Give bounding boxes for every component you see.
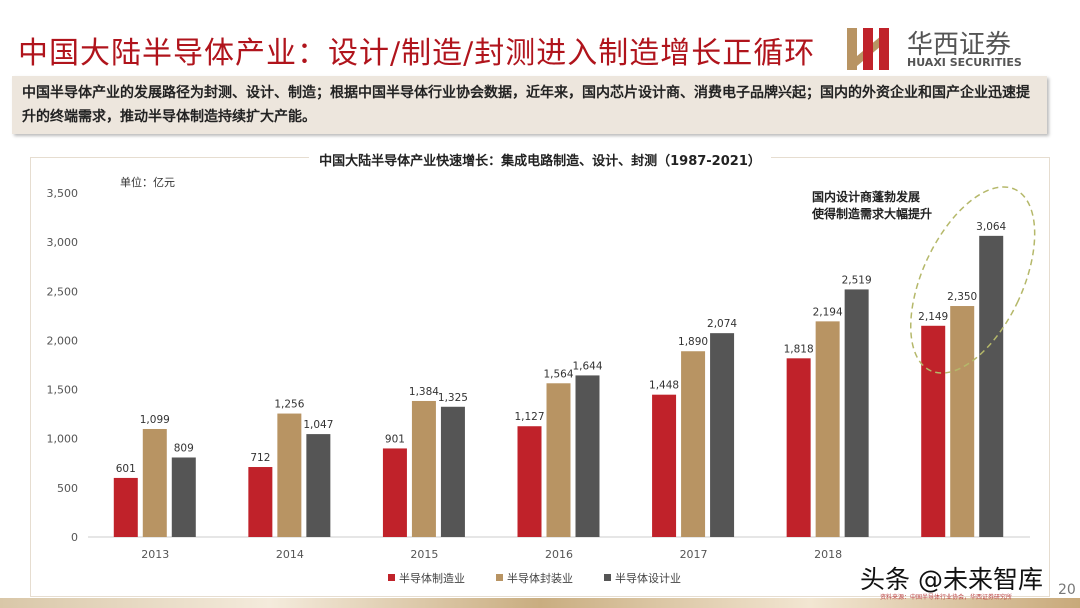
bar <box>171 457 196 537</box>
legend-label: 半导体制造业 <box>399 571 465 585</box>
data-label: 901 <box>385 433 405 445</box>
bar <box>142 428 167 537</box>
bar <box>382 448 407 537</box>
bar <box>411 400 436 537</box>
data-label: 809 <box>174 442 194 454</box>
page-title: 中国大陆半导体产业：设计/制造/封测进入制造增长正循环 <box>18 36 816 71</box>
bar <box>113 477 138 537</box>
data-label: 2,149 <box>918 311 948 323</box>
data-label: 601 <box>116 463 136 475</box>
bar <box>815 321 840 537</box>
data-label: 712 <box>250 452 270 464</box>
data-label: 2,074 <box>707 318 737 330</box>
x-tick-label: 2016 <box>545 548 573 561</box>
bar <box>921 325 946 537</box>
y-tick-label: 500 <box>57 482 78 495</box>
data-label: 2,194 <box>813 306 843 318</box>
bar <box>786 358 811 537</box>
y-tick-label: 1,500 <box>47 384 79 397</box>
bar <box>950 306 975 537</box>
annotation-text: 国内设计商蓬勃发展 <box>812 189 920 204</box>
legend-swatch <box>604 574 611 581</box>
bar <box>979 235 1004 537</box>
bar <box>440 406 465 537</box>
y-tick-label: 2,000 <box>47 334 79 347</box>
watermark: 头条 @未来智库 <box>860 565 1043 594</box>
x-tick-label: 2015 <box>410 548 438 561</box>
data-label: 1,047 <box>303 419 333 431</box>
bar <box>277 413 302 537</box>
y-tick-label: 3,000 <box>47 236 79 249</box>
data-label: 1,127 <box>514 411 544 423</box>
source-note: 资料来源：中国半导体行业协会，华西证券研究所 <box>880 594 1013 601</box>
x-tick-label: 2018 <box>814 548 842 561</box>
bar <box>546 383 571 537</box>
page-number: 20 <box>1058 582 1076 598</box>
bar <box>710 333 735 537</box>
legend-swatch <box>388 574 395 581</box>
data-label: 1,818 <box>784 343 814 355</box>
data-label: 1,564 <box>543 368 573 380</box>
data-label: 2,519 <box>842 274 872 286</box>
legend-label: 半导体封装业 <box>507 571 573 585</box>
legend-swatch <box>496 574 503 581</box>
y-tick-label: 1,000 <box>47 433 79 446</box>
y-tick-label: 3,500 <box>47 187 79 200</box>
data-label: 1,890 <box>678 336 708 348</box>
data-label: 1,099 <box>140 414 170 426</box>
data-label: 3,064 <box>976 221 1006 233</box>
logo-text-en: HUAXI SECURITIES <box>907 56 1022 69</box>
highlight-ellipse <box>910 186 1036 374</box>
data-label: 2,350 <box>947 291 977 303</box>
annotation-text: 使得制造需求大幅提升 <box>811 206 932 221</box>
decorative-band <box>0 598 1080 608</box>
data-label: 1,384 <box>409 386 439 398</box>
y-tick-label: 0 <box>71 531 78 544</box>
bar <box>652 394 677 537</box>
legend-label: 半导体设计业 <box>615 571 681 585</box>
bar <box>517 426 542 537</box>
logo-text-cn: 华西证券 <box>907 30 1012 60</box>
data-label: 1,256 <box>274 399 304 411</box>
x-tick-label: 2014 <box>276 548 304 561</box>
data-label: 1,644 <box>572 360 602 372</box>
summary-box: 中国半导体产业的发展路径为封测、设计、制造；根据中国半导体行业协会数据，近年来，… <box>12 76 1047 134</box>
bar <box>844 289 869 537</box>
x-tick-label: 2013 <box>141 548 169 561</box>
chart-title: 中国大陆半导体产业快速增长：集成电路制造、设计、封测（1987-2021） <box>309 154 771 169</box>
bar <box>575 375 600 537</box>
x-tick-label: 2017 <box>680 548 708 561</box>
y-tick-label: 2,500 <box>47 285 79 298</box>
data-label: 1,325 <box>438 392 468 404</box>
company-logo: 华西证券 HUAXI SECURITIES <box>845 22 1065 72</box>
bar <box>248 467 273 537</box>
logo-mark-icon <box>847 28 889 70</box>
bar <box>681 351 706 537</box>
chart-title-wrap: 中国大陆半导体产业快速增长：集成电路制造、设计、封测（1987-2021） <box>0 150 1080 169</box>
unit-label: 单位：亿元 <box>120 175 175 189</box>
bar <box>306 434 331 537</box>
data-label: 1,448 <box>649 380 679 392</box>
